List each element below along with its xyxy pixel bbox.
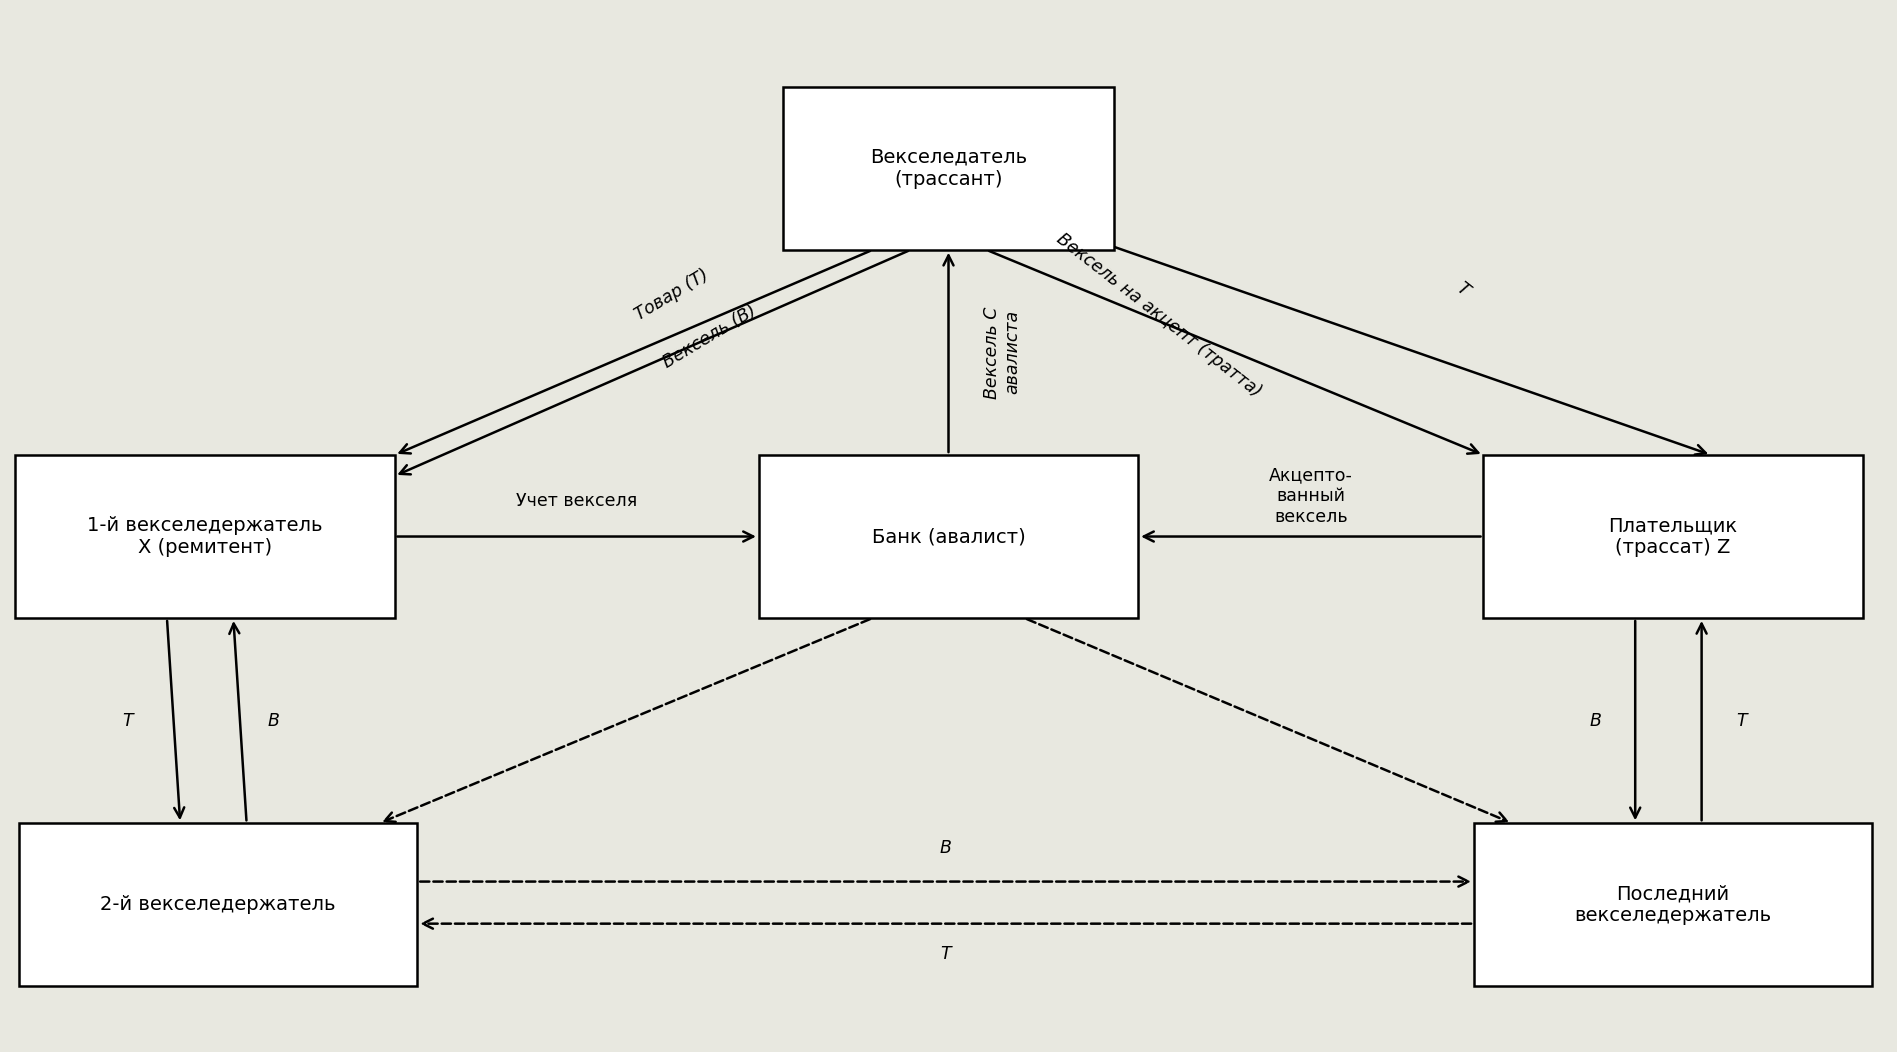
FancyArrowPatch shape	[1026, 620, 1506, 822]
Text: Вексель на акцепт (тратта): Вексель на акцепт (тратта)	[1053, 230, 1265, 401]
Text: Векселедатель
(трассант): Векселедатель (трассант)	[871, 148, 1026, 188]
FancyArrowPatch shape	[423, 918, 1472, 929]
Text: Последний
векселедержатель: Последний векселедержатель	[1575, 885, 1772, 925]
Text: Вексель (В): Вексель (В)	[660, 302, 759, 371]
Text: Товар (Т): Товар (Т)	[632, 265, 711, 324]
Text: Т: Т	[1453, 279, 1472, 300]
FancyBboxPatch shape	[1474, 823, 1872, 987]
FancyBboxPatch shape	[1483, 454, 1863, 619]
Text: Акцепто-
ванный
вексель: Акцепто- ванный вексель	[1269, 466, 1353, 526]
FancyArrowPatch shape	[385, 620, 871, 822]
Text: Т: Т	[1736, 711, 1747, 730]
Text: Т: Т	[941, 945, 950, 963]
FancyBboxPatch shape	[759, 454, 1138, 619]
Text: В: В	[939, 839, 952, 857]
Text: Учет векселя: Учет векселя	[516, 492, 637, 510]
Text: В: В	[267, 711, 279, 730]
FancyBboxPatch shape	[19, 823, 417, 987]
Text: Т: Т	[121, 711, 133, 730]
FancyArrowPatch shape	[419, 876, 1468, 887]
Text: В: В	[1590, 711, 1601, 730]
Text: 2-й векселедержатель: 2-й векселедержатель	[101, 895, 336, 914]
Text: Плательщик
(трассат) Z: Плательщик (трассат) Z	[1609, 517, 1738, 557]
Text: Банк (авалист): Банк (авалист)	[871, 527, 1026, 546]
FancyBboxPatch shape	[15, 454, 395, 619]
FancyBboxPatch shape	[782, 87, 1114, 250]
Text: 1-й векселедержатель
X (ремитент): 1-й векселедержатель X (ремитент)	[87, 517, 322, 557]
Text: Вексель С
авалиста: Вексель С авалиста	[983, 306, 1021, 399]
